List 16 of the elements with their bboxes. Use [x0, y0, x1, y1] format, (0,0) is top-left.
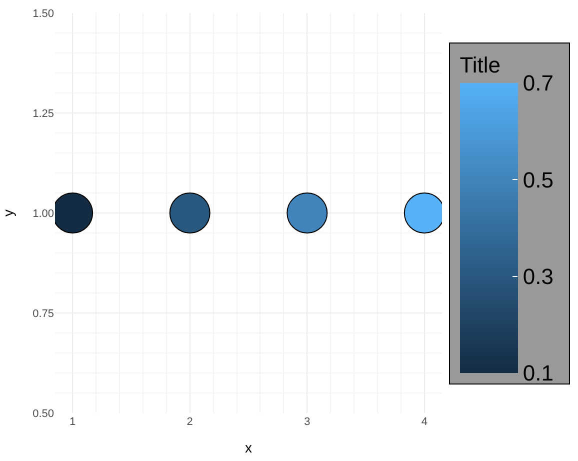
y-tick-label: 1.50 — [32, 8, 54, 20]
x-axis-title: x — [245, 439, 252, 456]
color-bar-label: 0.5 — [522, 167, 554, 192]
color-bar-label: 0.3 — [522, 264, 554, 290]
y-tick-label: 1.25 — [32, 108, 54, 120]
y-tick-label: 0.50 — [32, 408, 54, 420]
y-tick-label: 0.75 — [32, 308, 54, 320]
x-tick-label: 1 — [70, 416, 76, 428]
color-bar-title: Title — [460, 52, 500, 78]
color-bar-label: 0.1 — [522, 360, 554, 386]
y-axis-title: y — [0, 210, 16, 216]
x-tick-label: 3 — [304, 416, 310, 428]
x-tick-label: 2 — [186, 416, 193, 428]
y-tick-label: 1.00 — [32, 208, 54, 220]
x-tick-label: 4 — [421, 416, 428, 428]
color-bar-label: 0.7 — [522, 70, 554, 96]
